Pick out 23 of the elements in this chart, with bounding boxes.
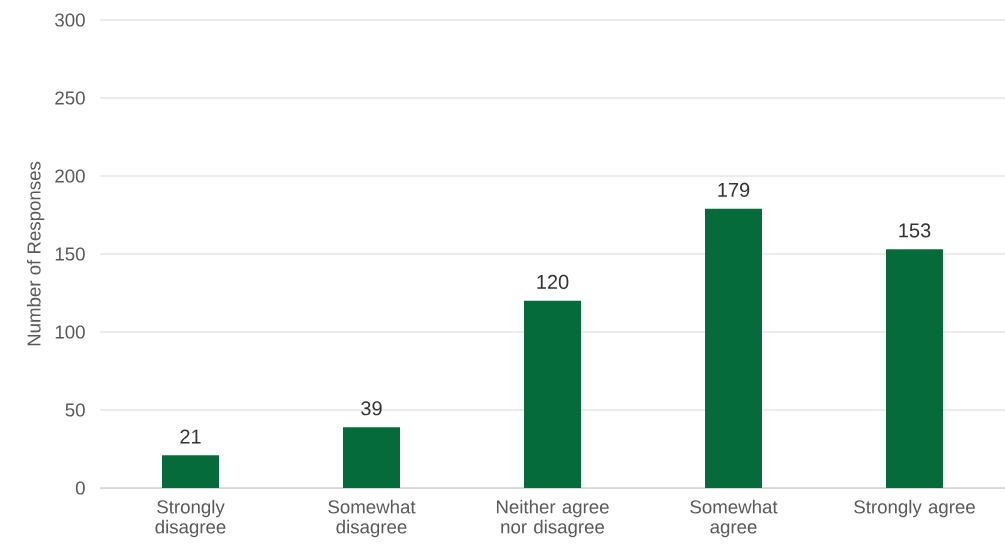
x-tick-label: Neither agree nor disagree <box>496 499 609 538</box>
y-tick-label: 100 <box>55 325 85 339</box>
data-label: 39 <box>361 401 382 416</box>
y-tick-label: 200 <box>55 169 85 183</box>
y-axis-title: Number of Responses <box>26 161 45 346</box>
x-tick-label: Somewhat disagree <box>328 499 416 538</box>
data-label: 21 <box>180 429 201 444</box>
bar <box>162 455 220 488</box>
x-tick-label: Strongly agree <box>854 499 975 518</box>
data-label: 120 <box>537 274 569 289</box>
bar <box>524 300 582 488</box>
y-tick-label: 250 <box>55 91 85 105</box>
data-label: 153 <box>899 223 931 238</box>
x-tick-label: Strongly disagree <box>155 499 226 538</box>
y-tick-label: 300 <box>55 13 85 27</box>
y-tick-label: 50 <box>65 403 85 417</box>
bar <box>343 427 401 488</box>
bar <box>886 249 944 488</box>
x-tick-label: Somewhat agree <box>690 499 778 538</box>
data-label: 179 <box>718 182 750 197</box>
bar <box>705 208 763 488</box>
y-tick-label: 0 <box>75 481 85 495</box>
y-tick-label: 150 <box>55 247 85 261</box>
